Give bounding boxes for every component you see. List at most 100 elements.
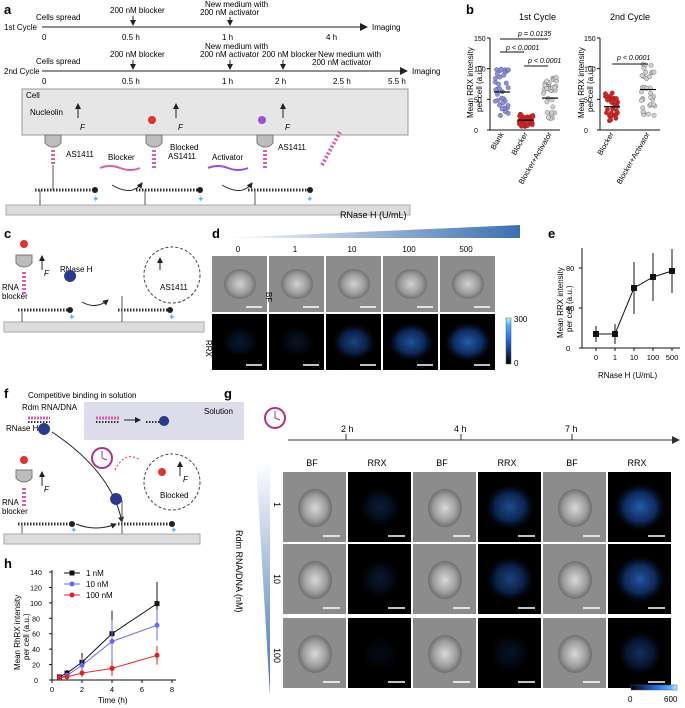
- b1-point-0-29: [494, 67, 499, 73]
- g-bf-cell-1-0: [298, 561, 332, 599]
- b1-ytick-label-2: 100: [474, 67, 486, 74]
- c-rna: RNA: [2, 283, 20, 292]
- d-bf-cell-2: [338, 269, 370, 299]
- cycle1-label: 1st Cycle: [4, 23, 37, 32]
- panel-label-b: b: [466, 2, 474, 17]
- b1-point-1-22: [518, 112, 524, 117]
- b1-point-0-18: [492, 98, 498, 104]
- d-ramp: [222, 225, 520, 238]
- h-point-1-4: [154, 622, 160, 628]
- g-rrx-cell-2-3: [490, 633, 530, 673]
- as1411-3: AS1411: [278, 143, 306, 152]
- h-ytick-label-0: 0: [34, 678, 38, 685]
- b2-point-0-32: [605, 97, 610, 103]
- t1-1: 0.5 h: [122, 33, 140, 42]
- g-rrx-cell-0-5: [614, 483, 666, 531]
- b2-point-1-23: [646, 111, 651, 117]
- h-ytick-label-3: 60: [32, 632, 40, 639]
- b1-point-0-30: [505, 103, 511, 108]
- g-rrx-cell-2-5: [618, 632, 662, 674]
- h-xlabel: Time (h): [98, 696, 128, 705]
- b1-ytick-label-1: 50: [474, 97, 482, 104]
- d-row-rrx: RRX: [204, 340, 213, 358]
- timeline-cycle-1: 1st Cycle Imaging Cells spread 200 nM bl…: [4, 0, 400, 42]
- h-legend-label-1: 10 nM: [86, 580, 109, 589]
- b2-point-0-33: [614, 108, 619, 114]
- b1-p2: p < 0.0001: [505, 45, 539, 52]
- schematic-a: Cell Nucleolin ✦ ✦ ✦: [5, 88, 411, 216]
- h-point-1-3: [109, 638, 115, 644]
- h-point-2-2: [79, 670, 85, 676]
- g-rrx-cell-0-1: [359, 487, 401, 527]
- svg-text:✦: ✦: [92, 194, 100, 204]
- e-ylabel1: Mean RRX intensity: [556, 267, 565, 338]
- t2-5: 5.5 h: [388, 77, 406, 86]
- h-legend-marker-2: [69, 592, 75, 598]
- c-force: F: [44, 269, 50, 278]
- h-legend-label-2: 100 nM: [86, 591, 113, 600]
- blocker-200-1: 200 nM blocker: [110, 6, 165, 15]
- b2-ytick-label-0: 0: [584, 128, 588, 135]
- d-title: RNase H (U/mL): [340, 210, 407, 220]
- force-3: F: [285, 123, 291, 132]
- c-blocker: blocker: [2, 292, 28, 301]
- blocked-1: Blocked: [170, 143, 198, 152]
- force-2: F: [178, 123, 184, 132]
- g-rrx-cell-0-3: [485, 484, 535, 530]
- b1-point-0-16: [500, 100, 506, 106]
- b2-point-1-28: [651, 102, 656, 108]
- g-col-label-0: BF: [306, 458, 318, 468]
- b1-point-0-25: [493, 76, 498, 81]
- g-bf-cell-1-4: [558, 561, 592, 599]
- d-colorbar: [505, 317, 512, 365]
- b1-point-2-33: [552, 85, 558, 91]
- h-series-line-2: [59, 654, 158, 679]
- h-ytick-label-7: 140: [30, 570, 42, 577]
- b2-point-0-27: [607, 112, 613, 118]
- g-rrx-cell-2-1: [361, 634, 399, 672]
- g-bf-cell-2-2: [428, 635, 462, 673]
- g-row-label-2: 100: [272, 648, 282, 663]
- b2-point-1-16: [648, 94, 654, 100]
- h-xtick-label-4: 8: [170, 685, 174, 694]
- b1-title: 1st Cycle: [519, 12, 556, 22]
- t1-3: 4 h: [326, 33, 337, 42]
- b2-point-1-24: [639, 98, 644, 103]
- g-rrx-cell-1-3: [486, 556, 534, 602]
- g-bf-cell-2-4: [558, 635, 592, 673]
- b2-point-0-29: [605, 107, 610, 112]
- h-ytick-label-4: 80: [32, 616, 40, 623]
- d-rrx-cell-3: [388, 322, 434, 362]
- svg-text:✦: ✦: [170, 525, 178, 535]
- b2-category-0: Blocker: [595, 130, 616, 157]
- h-point-2-0: [57, 675, 62, 681]
- b1-ytick-label-0: 0: [474, 128, 478, 135]
- panel-label-e: e: [548, 226, 555, 241]
- f-solution: Solution: [204, 407, 233, 416]
- svg-text:✦: ✦: [68, 312, 76, 322]
- g-col-label-3: RRX: [497, 458, 516, 468]
- b2-ytick-label-3: 150: [584, 36, 596, 43]
- cells-spread-2: Cells spread: [36, 57, 80, 66]
- d-bf-cell-0: [224, 269, 256, 299]
- cells-spread-1: Cells spread: [36, 13, 80, 22]
- h-series-line-0: [59, 603, 158, 678]
- receptor-2: ✦: [136, 116, 205, 205]
- b1-point-1-27: [517, 121, 522, 127]
- blocker-200-3: 200 nM blocker: [262, 50, 317, 59]
- b1-point-2-14: [550, 104, 556, 110]
- new-medium-2a: New medium with: [205, 42, 268, 51]
- b1-point-2-29: [549, 110, 555, 115]
- h-xtick-label-2: 4: [110, 685, 114, 694]
- b1-point-0-28: [505, 85, 511, 90]
- svg-text:✦: ✦: [306, 194, 314, 204]
- g-cbar-max: 600: [664, 695, 678, 704]
- h-point-2-1: [64, 674, 70, 680]
- g-rrx-cell-1-5: [614, 555, 666, 603]
- timeline-cycle-2: 2nd Cycle Imaging Cells spread 200 nM bl…: [4, 42, 440, 86]
- b1-point-0-12: [497, 74, 503, 80]
- b1-point-0-26: [505, 111, 511, 116]
- receptor-1: ✦: [35, 134, 100, 205]
- b2-point-1-32: [640, 105, 646, 111]
